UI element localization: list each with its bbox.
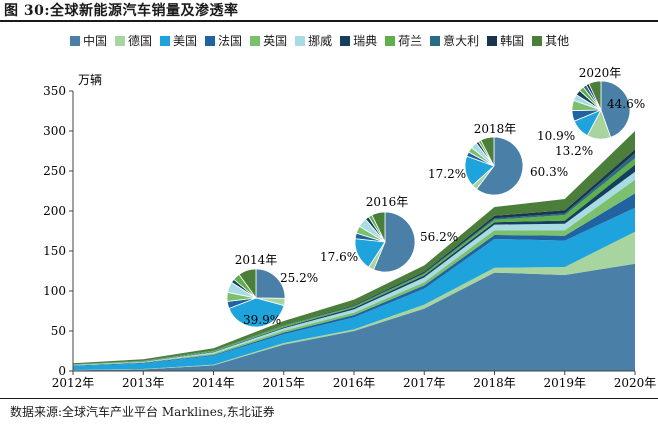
pie-slice-中国 — [373, 211, 416, 273]
legend-item: 荷兰 — [385, 32, 422, 49]
legend-swatch — [532, 35, 543, 46]
legend-label: 荷兰 — [398, 34, 423, 48]
legend-label: 中国 — [83, 34, 108, 48]
legend-swatch — [340, 35, 351, 46]
legend-swatch — [160, 35, 171, 46]
pie-slice-其他 — [588, 80, 602, 111]
legend-label: 瑞典 — [353, 34, 378, 48]
x-tick-label: 2015年 — [262, 376, 305, 390]
legend-label: 美国 — [173, 34, 198, 48]
figure-title: 图 30:全球新能源汽车销量及渗透率 — [4, 3, 239, 19]
pie-chart-2020年: 2020年 44.6% 13.2%10.9% — [537, 66, 645, 158]
title-rule — [0, 20, 658, 22]
pie-slice-其他 — [238, 268, 257, 300]
pie-chart-2018年: 2018年 60.3% 17.2% — [428, 122, 568, 196]
pie-percent-label: 17.6% — [320, 250, 358, 264]
pie-chart-2016年: 2016年 56.2% 17.6% — [320, 195, 458, 273]
legend-item: 英国 — [250, 32, 287, 49]
y-tick-label: 300 — [43, 124, 66, 138]
y-tick-label: 200 — [43, 204, 66, 218]
legend-swatch — [250, 35, 261, 46]
legend-label: 法国 — [218, 34, 243, 48]
legend-item: 德国 — [115, 32, 152, 49]
pie-slice-中国 — [475, 136, 524, 196]
pie-slice-中国 — [600, 80, 631, 138]
y-tick-label: 150 — [43, 244, 66, 258]
x-tick-label: 2016年 — [333, 376, 376, 390]
x-tick-label: 2017年 — [403, 376, 446, 390]
legend-item: 挪威 — [295, 32, 332, 49]
pie-percent-label: 39.9% — [243, 313, 281, 327]
legend-label: 德国 — [128, 34, 153, 48]
pie-percent-label: 56.2% — [420, 230, 458, 244]
legend-swatch — [115, 35, 126, 46]
pie-slice-中国 — [255, 268, 286, 299]
pie-percent-label: 10.9% — [537, 129, 575, 143]
pie-percent-label: 13.2% — [555, 144, 593, 158]
legend-swatch — [430, 35, 441, 46]
chart-legend: 中国 德国 美国 法国 英国 挪威 瑞典 荷兰 意大利 韩国 其他 — [70, 32, 630, 49]
legend-swatch — [487, 35, 498, 46]
pie-slice-美国 — [228, 297, 285, 328]
y-tick-label: 250 — [43, 164, 66, 178]
legend-item: 意大利 — [430, 32, 479, 49]
legend-item: 中国 — [70, 32, 107, 49]
bottom-rule — [0, 398, 658, 399]
x-tick-label: 2012年 — [52, 376, 95, 390]
pie-slice-其他 — [480, 136, 495, 167]
pie-year-label: 2018年 — [474, 122, 517, 136]
data-source: 数据来源:全球汽车产业平台 Marklines,东北证券 — [10, 405, 275, 419]
x-tick-label: 2019年 — [543, 376, 586, 390]
pie-year-label: 2014年 — [235, 253, 278, 267]
y-tick-label: 100 — [43, 284, 66, 298]
x-tick-label: 2020年 — [614, 376, 657, 390]
y-tick-label: 50 — [51, 324, 66, 338]
legend-label: 其他 — [545, 34, 570, 48]
x-tick-label: 2013年 — [122, 376, 165, 390]
x-tick-label: 2014年 — [192, 376, 235, 390]
pie-year-label: 2016年 — [366, 195, 409, 209]
legend-label: 挪威 — [308, 34, 333, 48]
legend-label: 英国 — [263, 34, 288, 48]
y-axis-label: 万辆 — [78, 73, 102, 87]
pie-slice-其他 — [371, 211, 386, 243]
area-series-中国 — [73, 263, 635, 371]
area-series-美国 — [73, 207, 635, 370]
y-tick-label: 350 — [43, 84, 66, 98]
pie-percent-label: 60.3% — [530, 165, 568, 179]
legend-label: 意大利 — [443, 34, 480, 48]
legend-swatch — [295, 35, 306, 46]
legend-item: 瑞典 — [340, 32, 377, 49]
pie-percent-label: 17.2% — [428, 167, 466, 181]
legend-swatch — [205, 35, 216, 46]
legend-item: 韩国 — [487, 32, 524, 49]
x-tick-label: 2018年 — [473, 376, 516, 390]
area-series-法国 — [73, 193, 635, 366]
y-tick-label: 0 — [58, 364, 66, 378]
legend-item: 美国 — [160, 32, 197, 49]
legend-swatch — [385, 35, 396, 46]
legend-swatch — [70, 35, 80, 46]
legend-item: 其他 — [532, 32, 569, 49]
pie-percent-label: 25.2% — [280, 271, 318, 285]
legend-label: 韩国 — [500, 34, 525, 48]
pie-percent-label: 44.6% — [607, 97, 645, 111]
pie-year-label: 2020年 — [579, 66, 622, 80]
legend-item: 法国 — [205, 32, 242, 49]
